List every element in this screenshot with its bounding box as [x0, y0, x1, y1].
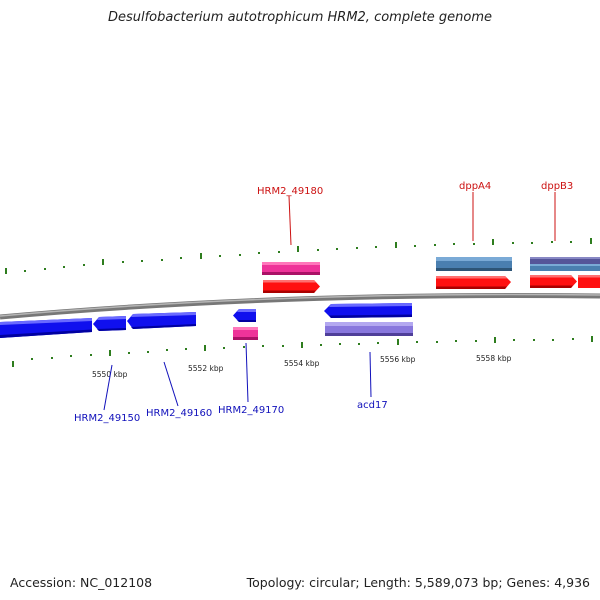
forward-label-leaders: [288, 192, 556, 246]
scale-label-5552: 5552 kbp: [188, 364, 224, 373]
gene-label-dppA4[interactable]: dppA4: [459, 181, 491, 192]
gene-label-dppB3[interactable]: dppB3: [541, 181, 573, 192]
scale-label-5550: 5550 kbp: [92, 370, 128, 379]
feature-steelblue-dppB3[interactable]: [530, 264, 600, 271]
forward-strand-features: [262, 257, 600, 293]
outer-tick-row: [5, 238, 592, 274]
reverse-strand-features: [0, 303, 413, 340]
accession-label: Accession: NC_012108: [10, 575, 153, 590]
cds-forward-dppA4[interactable]: [436, 276, 511, 289]
scale-label-5558: 5558 kbp: [476, 354, 512, 363]
genome-backbone: [0, 292, 600, 320]
feature-pink-reverse[interactable]: [233, 327, 258, 340]
scale-label-5554: 5554 kbp: [284, 359, 320, 368]
scale-label-5556: 5556 kbp: [380, 355, 416, 364]
cds-forward-next[interactable]: [578, 275, 600, 288]
inner-tick-row: [12, 336, 593, 367]
cds-reverse-49170[interactable]: [233, 309, 256, 322]
gene-label-HRM2_49180[interactable]: HRM2_49180: [257, 186, 323, 197]
gene-label-HRM2_49160[interactable]: HRM2_49160: [146, 408, 212, 419]
feature-pink-forward[interactable]: [262, 262, 320, 275]
scale-labels: 5550 kbp 5552 kbp 5554 kbp 5556 kbp 5558…: [92, 354, 512, 379]
gene-label-acd17[interactable]: acd17: [357, 400, 388, 411]
reverse-gene-labels: HRM2_49150 HRM2_49160 HRM2_49170 acd17: [74, 400, 388, 424]
gene-label-HRM2_49170[interactable]: HRM2_49170: [218, 405, 284, 416]
cds-forward-49180[interactable]: [263, 280, 320, 293]
reverse-label-leaders: [103, 342, 372, 411]
genome-title: Desulfobacterium autotrophicum HRM2, com…: [107, 10, 493, 25]
gene-label-HRM2_49150[interactable]: HRM2_49150: [74, 413, 140, 424]
feature-slate-dppB3[interactable]: [530, 257, 600, 264]
genome-summary-label: Topology: circular; Length: 5,589,073 bp…: [246, 575, 590, 590]
cds-forward-dppB3[interactable]: [530, 275, 577, 288]
forward-gene-labels: HRM2_49180 dppA4 dppB3: [257, 181, 573, 197]
